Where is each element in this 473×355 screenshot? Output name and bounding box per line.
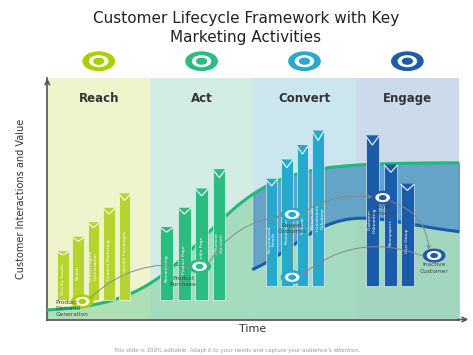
- Text: Webinars: Webinars: [300, 214, 305, 234]
- Circle shape: [281, 208, 303, 221]
- Text: Roundtables: Roundtables: [285, 217, 289, 244]
- Circle shape: [90, 56, 108, 66]
- Circle shape: [428, 252, 441, 260]
- Text: Weekly Emails: Weekly Emails: [61, 263, 65, 295]
- Text: Influencer
Outreach: Influencer Outreach: [215, 232, 224, 254]
- Polygon shape: [160, 228, 173, 232]
- Circle shape: [193, 262, 206, 270]
- Text: Return On
Investments
Calculator: Return On Investments Calculator: [312, 204, 324, 231]
- Circle shape: [193, 56, 210, 66]
- Text: User Group: User Group: [405, 229, 409, 253]
- Text: Search: Search: [76, 265, 80, 280]
- Bar: [47, 78, 150, 320]
- Text: Product Page: Product Page: [182, 246, 186, 274]
- Polygon shape: [72, 237, 84, 241]
- Circle shape: [197, 58, 207, 64]
- Circle shape: [189, 260, 210, 273]
- Text: Customer
Onboarding: Customer Onboarding: [368, 207, 377, 233]
- Bar: [72, 237, 84, 300]
- Circle shape: [286, 211, 299, 218]
- Polygon shape: [297, 146, 308, 154]
- Bar: [385, 165, 397, 286]
- Text: Inactive
Customer: Inactive Customer: [420, 262, 448, 274]
- Circle shape: [94, 58, 104, 64]
- Circle shape: [289, 275, 295, 279]
- Circle shape: [392, 52, 423, 70]
- Text: Search Engine
Optimization: Search Engine Optimization: [89, 251, 98, 282]
- Polygon shape: [266, 180, 277, 186]
- Bar: [195, 189, 208, 300]
- Circle shape: [79, 300, 86, 303]
- Text: Convert: Convert: [279, 92, 331, 105]
- Text: Newspapers: Newspapers: [389, 219, 393, 246]
- Circle shape: [71, 295, 93, 308]
- Bar: [213, 170, 226, 300]
- Text: This slide is 100% editable. Adapt it to your needs and capture your audience's : This slide is 100% editable. Adapt it to…: [113, 348, 360, 353]
- Text: Loyal
Customer: Loyal Customer: [368, 204, 397, 216]
- Circle shape: [186, 52, 217, 70]
- Bar: [253, 78, 356, 320]
- Text: Product
Demand
Generation: Product Demand Generation: [55, 300, 88, 317]
- Polygon shape: [57, 252, 69, 255]
- Text: Content Marketing: Content Marketing: [107, 240, 111, 280]
- Polygon shape: [103, 208, 115, 214]
- X-axis label: Time: Time: [239, 324, 267, 334]
- Text: Customer Interactions and Value: Customer Interactions and Value: [16, 119, 26, 279]
- Text: LinkedIn Campaigns: LinkedIn Campaigns: [123, 231, 127, 275]
- Text: Customer Lifecycle Framework with Key
Marketing Activities: Customer Lifecycle Framework with Key Ma…: [93, 11, 399, 45]
- Bar: [356, 78, 459, 320]
- Bar: [366, 136, 379, 286]
- Bar: [312, 131, 324, 286]
- Circle shape: [196, 264, 203, 268]
- Text: Personalized
Emails: Personalized Emails: [267, 225, 276, 253]
- Circle shape: [403, 58, 412, 64]
- Bar: [150, 78, 253, 320]
- Polygon shape: [213, 170, 226, 178]
- Bar: [401, 184, 414, 286]
- Bar: [119, 194, 131, 300]
- Circle shape: [379, 196, 386, 200]
- Circle shape: [296, 56, 314, 66]
- Circle shape: [76, 297, 89, 305]
- Bar: [281, 160, 293, 286]
- Polygon shape: [88, 223, 99, 228]
- Circle shape: [281, 271, 303, 284]
- Bar: [160, 228, 173, 300]
- Text: Product
Purchase: Product Purchase: [170, 276, 197, 287]
- Circle shape: [83, 52, 114, 70]
- Circle shape: [286, 273, 299, 281]
- Polygon shape: [366, 136, 379, 145]
- Circle shape: [299, 58, 309, 64]
- Circle shape: [398, 56, 416, 66]
- Bar: [297, 146, 308, 286]
- Circle shape: [372, 191, 394, 204]
- Text: Engage: Engage: [383, 92, 432, 105]
- Text: Reach: Reach: [79, 92, 119, 105]
- Bar: [103, 208, 115, 300]
- Circle shape: [289, 213, 295, 217]
- Polygon shape: [281, 160, 293, 168]
- Text: Remarketing: Remarketing: [165, 255, 169, 282]
- Bar: [266, 180, 277, 286]
- Circle shape: [423, 249, 445, 262]
- Circle shape: [431, 253, 438, 257]
- Polygon shape: [195, 189, 208, 196]
- Polygon shape: [385, 165, 397, 172]
- Text: Repeat
Customer: Repeat Customer: [278, 223, 307, 234]
- Polygon shape: [119, 194, 131, 200]
- Bar: [57, 252, 69, 300]
- Polygon shape: [178, 208, 191, 214]
- Text: LinkedIn Page: LinkedIn Page: [200, 236, 203, 267]
- Bar: [88, 223, 99, 300]
- Circle shape: [376, 194, 389, 202]
- Polygon shape: [312, 131, 324, 141]
- Bar: [178, 208, 191, 300]
- Circle shape: [289, 52, 320, 70]
- Text: Act: Act: [191, 92, 212, 105]
- Polygon shape: [401, 184, 414, 190]
